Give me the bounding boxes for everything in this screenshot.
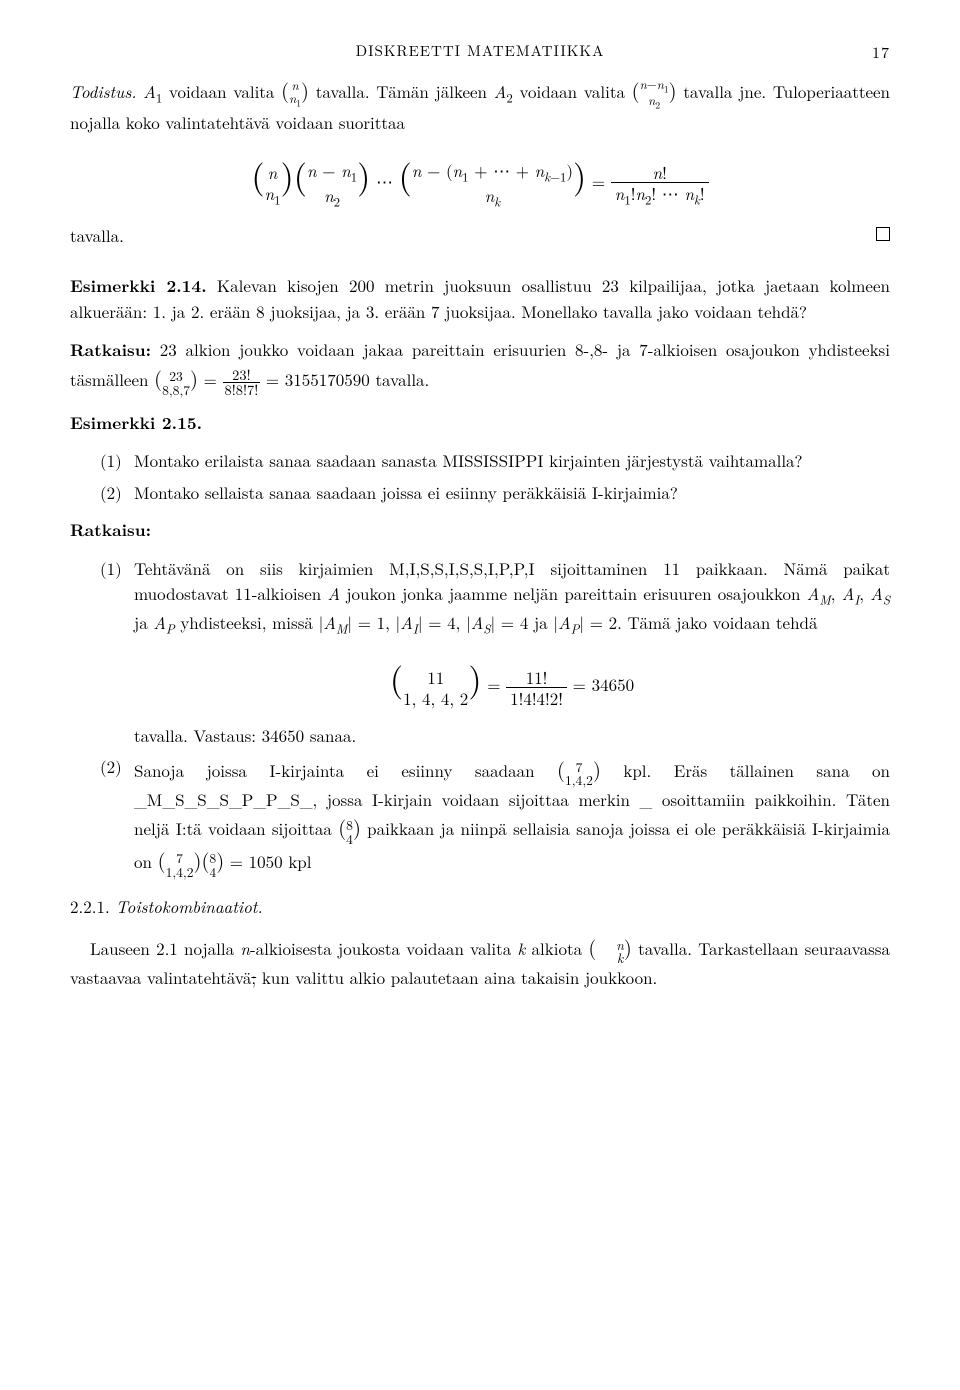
- example-214: Esimerkki 2.14. Kalevan kisojen 200 metr…: [70, 273, 890, 325]
- subsection-title: Toistokombinaatiot.: [110, 894, 263, 918]
- proof-end: tavalla.: [70, 223, 890, 249]
- solution-215-label-line: Ratkaisu:: [70, 517, 890, 544]
- example-214-label: Esimerkki 2.14.: [70, 274, 207, 298]
- sol215-item1-text-b: tavalla. Vastaus: 34650 sanaa.: [134, 723, 356, 747]
- sol215-item1-text-a: Tehtävänä on siis kirjaimien M,I,S,S,I,S…: [134, 556, 890, 634]
- solution-214: Ratkaisu: 23 alkion joukko voidaan jakaa…: [70, 337, 890, 398]
- subsection-221: 2.2.1. Toistokombinaatiot.: [70, 894, 890, 920]
- solution-215-item-2: (2) Sanoja joissa I-kirjainta ei esiinny…: [100, 754, 890, 878]
- proof-formula: (nn1)(n − n1n2) ⋯ (n − (n1 + ⋯ + nk−1)nk…: [70, 149, 890, 209]
- sol215-item1-formula: (111, 4, 4, 2) = 11!1!4!4!2! = 34650: [134, 652, 890, 708]
- list-number-2: (2): [100, 480, 134, 506]
- proof-label: Todistus.: [70, 79, 137, 103]
- header-title: DISKREETTI MATEMATIIKKA: [356, 40, 605, 61]
- qed-box: [876, 227, 890, 241]
- solution-215-item-1: (1) Tehtävänä on siis kirjaimien M,I,S,S…: [100, 556, 890, 748]
- solution-215-item-2-content: Sanoja joissa I-kirjainta ei esiinny saa…: [134, 754, 890, 878]
- list-number-1: (1): [100, 448, 134, 474]
- page-header: DISKREETTI MATEMATIIKKA 17: [70, 40, 890, 63]
- sol-list-number-2: (2): [100, 754, 134, 878]
- subsection-number: 2.2.1.: [70, 894, 110, 918]
- example-215-item-1: (1) Montako erilaista sanaa saadaan sana…: [100, 448, 890, 474]
- example-215-item-1-text: Montako erilaista sanaa saadaan sanasta …: [134, 448, 890, 474]
- solution-214-label: Ratkaisu:: [70, 338, 151, 362]
- example-215-label-line: Esimerkki 2.15.: [70, 410, 890, 437]
- solution-215-item-1-content: Tehtävänä on siis kirjaimien M,I,S,S,I,S…: [134, 556, 890, 748]
- subsection-text: Lauseen 2.1 nojalla n-alkioisesta joukos…: [70, 932, 890, 990]
- proof-text-1a: A1 voidaan valita (nn1) tavalla. Tämän j…: [70, 79, 890, 134]
- example-215-item-2-text: Montako sellaista sanaa saadaan joissa e…: [134, 480, 890, 506]
- solution-215-label: Ratkaisu:: [70, 518, 151, 542]
- solution-214-text: 23 alkion joukko voidaan jakaa pareittai…: [70, 337, 890, 392]
- proof-tavalla: tavalla.: [70, 223, 124, 247]
- example-215-item-2: (2) Montako sellaista sanaa saadaan jois…: [100, 480, 890, 506]
- sol-list-number-1: (1): [100, 556, 134, 748]
- proof-paragraph: Todistus. A1 voidaan valita (nn1) tavall…: [70, 75, 890, 136]
- page-number: 17: [872, 40, 890, 64]
- example-215-label: Esimerkki 2.15.: [70, 411, 202, 435]
